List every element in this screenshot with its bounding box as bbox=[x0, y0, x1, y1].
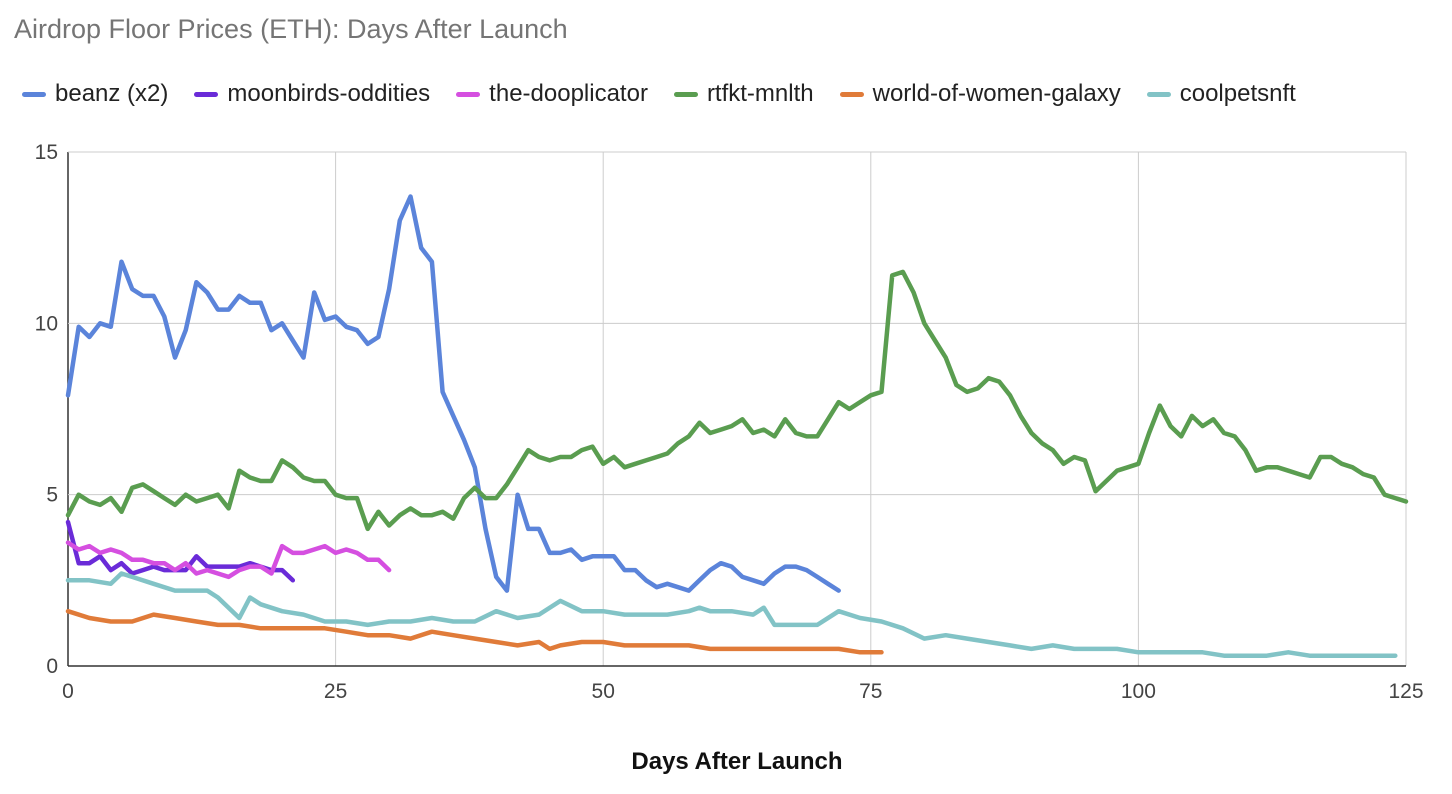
legend-swatch bbox=[22, 91, 46, 97]
y-tick-label: 10 bbox=[35, 312, 58, 335]
legend-item[interactable]: world-of-women-galaxy bbox=[839, 80, 1121, 108]
series-line-world-of-women-galaxy bbox=[65, 608, 884, 655]
x-tick-label: 50 bbox=[592, 680, 615, 703]
legend-label: beanz (x2) bbox=[55, 80, 169, 107]
x-tick-label: 75 bbox=[859, 680, 882, 703]
x-axis-label: Days After Launch bbox=[631, 748, 843, 775]
legend-label: rtfkt-mnlth bbox=[706, 80, 814, 107]
legend-label: coolpetsnft bbox=[1179, 80, 1296, 107]
y-tick-label: 5 bbox=[46, 484, 58, 507]
chart-legend: beanz (x2) moonbirds-oddities the-dooplica… bbox=[22, 80, 1322, 108]
axis-ticks: 0 25 50 75 100 125 0 5 10 15 bbox=[35, 141, 1424, 703]
legend-item[interactable]: moonbirds-oddities bbox=[194, 80, 430, 108]
legend-swatch bbox=[456, 91, 481, 97]
y-tick-label: 0 bbox=[46, 655, 58, 678]
x-tick-label: 100 bbox=[1121, 680, 1156, 703]
legend-item[interactable]: rtfkt-mnlth bbox=[673, 80, 814, 108]
series-line-rtfkt-mnlth bbox=[65, 269, 1409, 532]
series-line-beanz-x2- bbox=[65, 194, 841, 593]
legend-item[interactable]: beanz (x2) bbox=[22, 80, 168, 108]
x-tick-label: 125 bbox=[1388, 680, 1423, 703]
legend-swatch bbox=[673, 91, 698, 97]
x-tick-label: 0 bbox=[62, 680, 74, 703]
y-tick-label: 15 bbox=[35, 141, 58, 164]
series-lines bbox=[65, 194, 1409, 658]
series-line-coolpetsnft bbox=[65, 571, 1398, 658]
legend-swatch bbox=[1146, 91, 1171, 97]
series-line-the-dooplicator bbox=[65, 540, 392, 580]
legend-label: the-dooplicator bbox=[489, 80, 648, 107]
legend-item[interactable]: the-dooplicator bbox=[456, 80, 648, 108]
legend-swatch bbox=[194, 91, 219, 97]
chart-title: Airdrop Floor Prices (ETH): Days After L… bbox=[14, 14, 568, 44]
legend-item[interactable]: coolpetsnft bbox=[1146, 80, 1296, 108]
legend-swatch bbox=[839, 91, 864, 97]
grid-lines bbox=[67, 151, 1407, 667]
legend-label: world-of-women-galaxy bbox=[872, 80, 1121, 107]
x-tick-label: 25 bbox=[324, 680, 347, 703]
legend-label: moonbirds-oddities bbox=[227, 80, 431, 107]
